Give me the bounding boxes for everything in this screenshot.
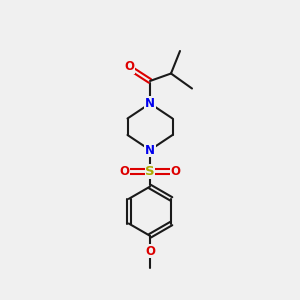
Text: O: O [170,165,180,178]
Text: N: N [145,97,155,110]
Text: N: N [145,143,155,157]
Text: O: O [120,165,130,178]
Text: O: O [124,60,134,74]
Text: O: O [145,245,155,258]
Text: S: S [145,165,155,178]
